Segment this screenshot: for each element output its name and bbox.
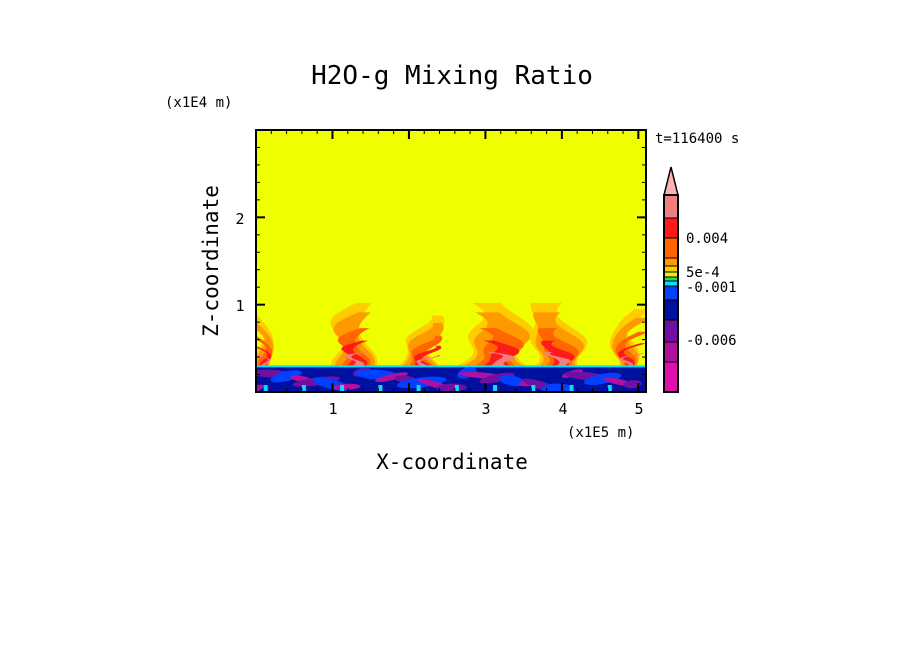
chart-title: H2O-g Mixing Ratio [311,61,593,91]
field-background [256,130,646,392]
lower-contour [256,384,264,392]
lower-contour [436,383,467,392]
lower-contour [378,385,383,392]
colorbar-segment [663,341,679,363]
axis-ticks [256,130,646,392]
y-scale-label: (x1E4 m) [165,95,232,111]
plume-contour [416,354,441,366]
interface-contour [256,365,646,368]
colorbar-label: 5e-4 [686,265,720,281]
x-tick-label: 3 [481,400,490,418]
x-tick-label: 1 [328,400,337,418]
colorbar-segment [663,285,679,301]
lower-contour [569,385,574,392]
colorbar-frame [663,194,679,393]
colorbar-segment [663,299,679,321]
colorbar-label: -0.006 [686,333,737,349]
colorbar-segment [663,217,679,239]
plume-contour [344,352,368,366]
lower-contour [270,370,302,383]
time-label: t=116400 s [655,131,739,147]
plume-contour [256,346,272,366]
x-tick-label: 5 [634,400,643,418]
plume-contour [544,352,571,366]
x-scale-label: (x1E5 m) [567,425,634,441]
colorbar-segment [663,361,679,393]
lower-contour [340,385,345,392]
colorbar-segment [663,257,679,267]
colorbar-label: -0.001 [686,280,737,296]
lower-contour [623,380,642,389]
colorbar-segment [663,194,679,219]
plume-contour [486,352,516,366]
lower-contour [301,385,306,392]
x-tick-label: 2 [404,400,413,418]
plume-contour [483,340,520,366]
colorbar-segment [663,276,679,282]
lower-contour [493,385,498,392]
lower-contour [375,372,409,382]
contour-field [256,130,646,392]
lower-contour [263,385,268,392]
lower-contour [332,383,361,390]
colorbar-segment [663,271,679,278]
colorbar-segment [663,319,679,343]
y-tick-label: 2 [235,210,244,228]
x-axis-label: X-coordinate [376,450,528,474]
colorbar [663,166,679,393]
lower-contour [607,385,612,392]
plume-contour [619,353,646,366]
colorbar-segment [663,265,679,273]
plume-contour [256,355,271,366]
y-tick-label: 1 [235,297,244,315]
lower-contour [531,385,536,392]
colorbar-segment [663,237,679,259]
lower-contour [541,383,574,392]
colorbar-extend-arrow [663,166,679,196]
y-axis-label: Z-coordinate [199,185,223,337]
colorbar-segment [663,280,679,287]
lower-contour [416,385,421,392]
x-tick-label: 4 [558,400,567,418]
plume-contour [341,340,369,366]
plot-frame [255,129,647,393]
lower-contour [454,385,459,392]
lower-contour [583,372,622,386]
colorbar-label: 0.004 [686,231,728,247]
lower-contour [499,375,525,387]
